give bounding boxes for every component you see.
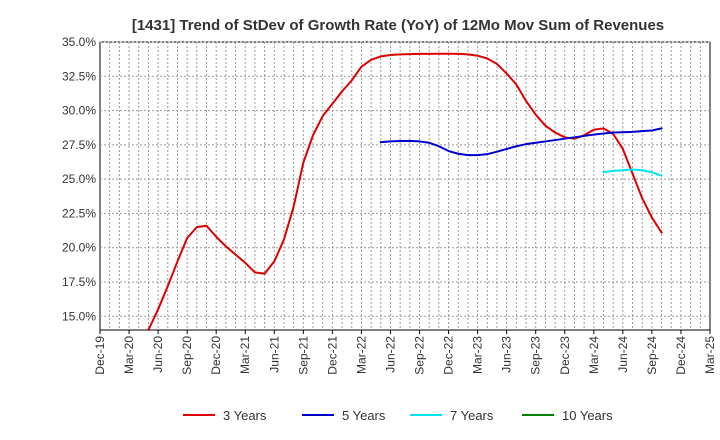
x-tick-label: Jun-24 [616,336,630,373]
y-tick-label: 30.0% [62,104,96,118]
x-tick-label: Dec-23 [558,336,572,375]
series-line-7-years [602,168,663,177]
x-tick-label: Sep-24 [645,336,659,375]
x-tick-label: Sep-23 [529,336,543,375]
chart-title: [1431] Trend of StDev of Growth Rate (Yo… [132,17,664,34]
x-tick-label: Dec-19 [93,336,107,375]
x-tick-label: Sep-22 [413,336,427,375]
x-tick-label: Dec-20 [209,336,223,375]
x-tick-label: Sep-20 [180,336,194,375]
y-tick-label: 25.0% [62,172,96,186]
y-tick-label: 27.5% [62,138,96,152]
y-axis: 15.0% 17.5% 20.0% 22.5% 25.0% 27.5% 30.0% 32.5%… [62,35,96,323]
x-tick-label: Dec-24 [674,336,688,375]
x-axis: Dec-19 Mar-20 Jun-20 Sep-20 Dec-20 Mar-21 Jun-… [93,330,717,375]
x-tick-label: Jun-20 [151,336,165,373]
y-tick-label: 17.5% [62,275,96,289]
legend-label-7-years: 7 Years [450,408,494,423]
x-tick-label: Dec-22 [442,336,456,375]
x-tick-label: Jun-21 [267,336,281,373]
legend-label-3-years: 3 Years [223,408,267,423]
y-tick-label: 15.0% [62,309,96,323]
x-tick-label: Mar-21 [238,336,252,374]
y-tick-label: 20.0% [62,241,96,255]
y-tick-label: 32.5% [62,69,96,83]
x-tick-label: Mar-22 [354,336,368,374]
plot-frame [99,41,711,331]
x-tick-label: Mar-25 [703,336,717,374]
y-tick-label: 35.0% [62,35,96,49]
x-tick-label: Jun-22 [383,336,397,373]
plot-area [99,41,711,331]
series-line-3-years [147,52,663,331]
x-tick-label: Mar-24 [587,336,601,374]
grid-lines [100,41,710,330]
x-tick-label: Dec-21 [325,336,339,375]
legend-label-10-years: 10 Years [562,408,613,423]
x-tick-label: Sep-21 [296,336,310,375]
series-layer [147,52,663,331]
x-tick-label: Mar-20 [122,336,136,374]
y-tick-label: 22.5% [62,206,96,220]
legend: 3 Years 5 Years 7 Years 10 Years [183,408,613,423]
series-line-5-years [379,127,663,157]
x-tick-label: Jun-23 [500,336,514,373]
x-tick-label: Mar-23 [471,336,485,374]
legend-label-5-years: 5 Years [342,408,386,423]
